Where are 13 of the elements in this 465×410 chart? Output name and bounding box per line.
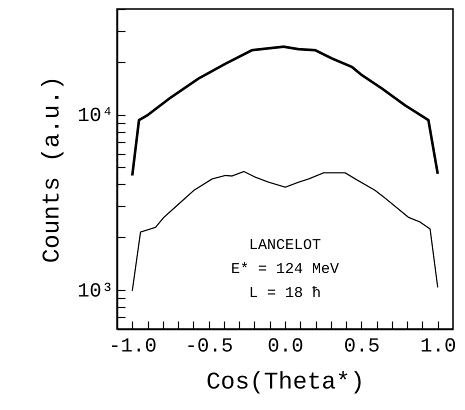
x-axis-title: Cos(Theta*) (206, 370, 365, 396)
x-tick-label: -0.5 (185, 336, 234, 358)
line-series (130, 45, 440, 177)
annotation: LANCELOT (248, 237, 322, 254)
x-tick-label: 0.0 (267, 336, 304, 358)
x-tick-label: 0.5 (344, 336, 380, 358)
y-tick-label: 10³ (77, 280, 114, 304)
y-axis-title: Counts (a.u.) (39, 76, 66, 264)
annotation: E* = 124 MeV (230, 261, 340, 278)
annotation: L = 18 ħ (248, 285, 322, 302)
x-tick-label: -1.0 (108, 336, 157, 358)
x-tick-label: 1.0 (420, 336, 456, 358)
y-tick-label: 10⁴ (77, 105, 114, 128)
